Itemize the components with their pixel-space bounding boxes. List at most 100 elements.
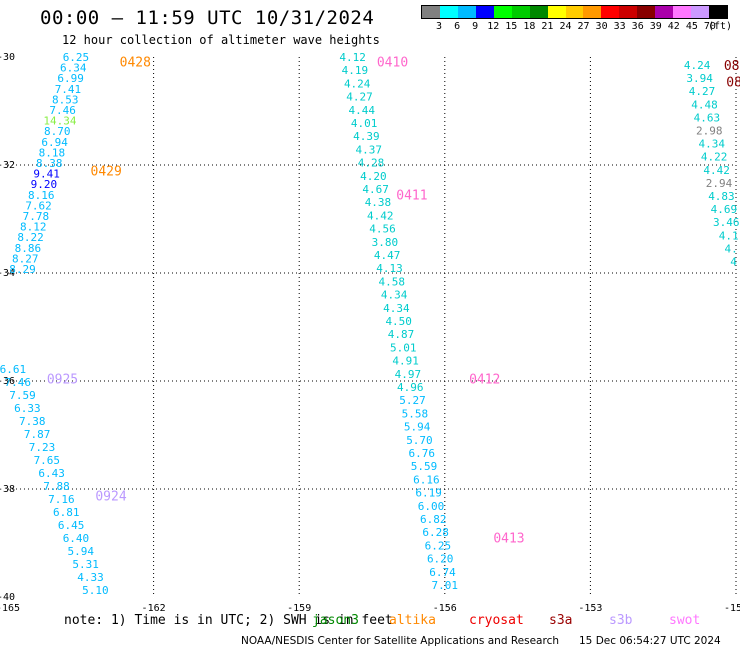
color-legend: 3 6 9 12 15 18 21 24 27 30 33 36 39 42 45 70 (ft) — [421, 4, 732, 34]
swh-value: 14.34 — [43, 115, 76, 128]
legend-swatch — [673, 6, 692, 18]
swh-value: 5.70 — [406, 434, 433, 447]
swh-value: 8.22 — [17, 231, 44, 244]
swh-value: 6.16 — [413, 473, 440, 486]
swh-value: 4.01 — [351, 117, 378, 130]
pass-time-label: 0413 — [493, 532, 524, 547]
legend-swatch — [601, 6, 620, 18]
legend-swatch — [547, 6, 566, 18]
legend-label: 12 — [487, 21, 500, 32]
swh-value: 5.58 — [402, 407, 429, 420]
swh-value: 6.40 — [63, 532, 90, 545]
swh-value: 7.46 — [49, 104, 76, 117]
swh-value: 6.33 — [14, 402, 41, 415]
swh-value: 6.34 — [60, 62, 87, 75]
satellite-s3b: s3b — [609, 613, 633, 628]
legend-swatch — [475, 6, 494, 18]
y-tick-label: -34 — [0, 268, 15, 279]
legend-swatch — [655, 6, 674, 18]
legend-label: 42 — [667, 21, 680, 32]
legend-label: 24 — [559, 21, 572, 32]
satellite-altika: altika — [389, 613, 436, 628]
y-tick-label: -30 — [0, 52, 15, 63]
x-tick-label: -159 — [287, 603, 311, 614]
swh-value: 4.13 — [376, 262, 403, 275]
legend-label: 30 — [595, 21, 608, 32]
satellite-legend: jason3 altika cryosat s3a s3b swot — [0, 613, 740, 629]
swh-value: 8.53 — [52, 93, 79, 106]
pass-time-label: 0410 — [377, 55, 408, 70]
swh-value: 4.91 — [392, 355, 419, 368]
swh-value: 4.44 — [349, 104, 376, 117]
swh-value: 7.41 — [55, 83, 82, 96]
swh-value: 4.97 — [395, 368, 422, 381]
swh-value: 8.38 — [36, 157, 63, 170]
swh-value: 7.38 — [19, 415, 46, 428]
swh-value: 4.63 — [694, 111, 721, 124]
swh-value: 6.25 — [425, 539, 452, 552]
footer: NOAA/NESDIS Center for Satellite Applica… — [241, 635, 721, 647]
legend-swatch — [709, 6, 727, 18]
swh-value: 5.59 — [411, 460, 438, 473]
swh-value: 4.42 — [367, 209, 394, 222]
legend-unit: (ft) — [708, 21, 733, 32]
swh-value: 7.87 — [24, 428, 51, 441]
legend-swatch — [691, 6, 709, 18]
swh-value: 4.12 — [339, 51, 366, 64]
swh-value: 9.20 — [31, 178, 58, 191]
swh-value: 4.39 — [353, 130, 380, 143]
y-tick-label: -32 — [0, 160, 15, 171]
swh-value: 6.20 — [427, 553, 454, 566]
swh-value: 5.31 — [72, 558, 99, 571]
footer-timestamp: 15 Dec 06:54:27 UTC 2024 — [579, 635, 721, 647]
swh-value: 4.19 — [342, 64, 369, 77]
swh-value: 4.56 — [369, 223, 396, 236]
swh-value: 4.50 — [385, 315, 412, 328]
swh-value: 4.1 — [719, 229, 739, 242]
legend-swatch — [529, 6, 548, 18]
swh-value: 4.83 — [708, 190, 735, 203]
swh-value: 4.24 — [344, 77, 371, 90]
swh-value: 4.48 — [691, 98, 718, 111]
swh-value: 4.87 — [388, 328, 415, 341]
swh-value: 4. — [725, 242, 738, 255]
swh-value: 8.86 — [15, 242, 42, 255]
swh-value: 6.94 — [41, 136, 68, 149]
swh-value: 4.38 — [365, 196, 392, 209]
satellite-cryosat: cryosat — [469, 613, 524, 628]
swh-value: 4.34 — [381, 289, 408, 302]
swh-value: 8.18 — [39, 146, 66, 159]
pass-time-label: 0411 — [396, 189, 427, 204]
footer-org: NOAA/NESDIS Center for Satellite Applica… — [241, 635, 559, 647]
x-tick-label: -162 — [142, 603, 166, 614]
swh-value: 7.62 — [25, 199, 52, 212]
legend-label: 27 — [577, 21, 590, 32]
swh-value: 6.25 — [63, 51, 90, 64]
legend-label: 15 — [505, 21, 518, 32]
swh-value: 6.45 — [58, 519, 85, 532]
swh-value: 6.81 — [53, 506, 80, 519]
legend-label: 21 — [541, 21, 554, 32]
swh-value: 6.43 — [38, 467, 65, 480]
swh-value: 5.10 — [82, 584, 109, 597]
page-subtitle: 12 hour collection of altimeter wave hei… — [62, 33, 380, 47]
swh-value: 7.01 — [432, 579, 459, 592]
legend-swatch — [457, 6, 476, 18]
swh-value: 5.01 — [390, 341, 417, 354]
swh-value: 4.28 — [358, 157, 385, 170]
swh-value: 7.59 — [9, 389, 36, 402]
swh-value: 7.23 — [29, 441, 56, 454]
legend-swatch — [619, 6, 638, 18]
swh-value: 4.96 — [397, 381, 424, 394]
legend-label: 33 — [613, 21, 626, 32]
legend-swatch — [439, 6, 458, 18]
swh-value: 7.65 — [34, 454, 61, 467]
swh-value: 3.94 — [686, 72, 713, 85]
swh-value: 6.28 — [422, 526, 449, 539]
y-tick-label: -36 — [0, 376, 15, 387]
pass-time-label: 0924 — [95, 489, 126, 504]
pass-time-label: 082 — [726, 75, 740, 90]
pass-time-label: 0429 — [91, 164, 122, 179]
swh-value: 8.16 — [28, 189, 55, 202]
